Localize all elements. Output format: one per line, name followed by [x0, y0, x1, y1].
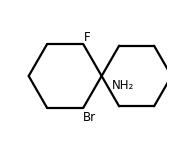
Text: NH₂: NH₂: [112, 79, 134, 92]
Text: F: F: [84, 31, 91, 44]
Text: Br: Br: [83, 111, 96, 124]
